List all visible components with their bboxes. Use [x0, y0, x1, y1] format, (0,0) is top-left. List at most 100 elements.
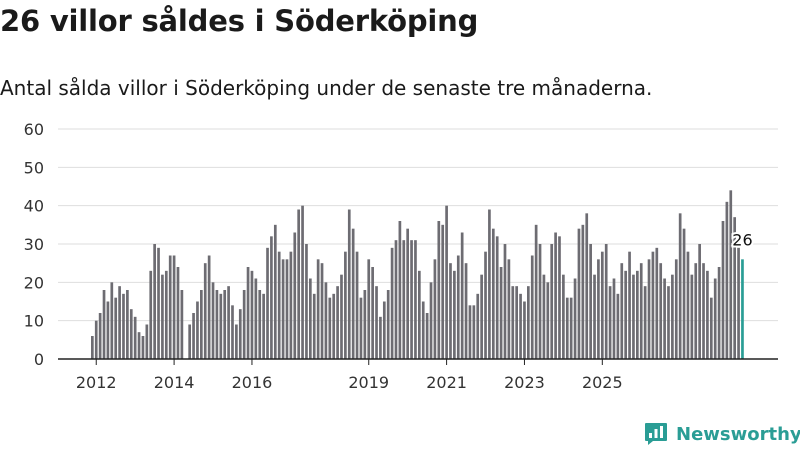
bar	[168, 255, 172, 359]
x-tick-label: 2025	[582, 373, 623, 392]
bar	[554, 232, 557, 359]
x-axis: 2012 2014 2016 2019 2021 2023 2025	[58, 358, 778, 392]
x-tick-label: 2012	[76, 373, 117, 392]
bar	[406, 228, 410, 359]
bar	[721, 221, 725, 359]
bar	[355, 251, 359, 359]
bar	[441, 224, 445, 359]
bar	[651, 251, 655, 359]
bar	[682, 228, 686, 359]
highlight-value-label: 26	[732, 230, 752, 249]
bar	[344, 251, 347, 359]
bar	[262, 293, 265, 359]
bar	[671, 274, 674, 359]
bar	[98, 313, 102, 359]
bar	[503, 244, 507, 359]
y-tick-label: 10	[24, 312, 44, 331]
bar	[235, 324, 238, 359]
bar	[632, 274, 635, 359]
bar	[558, 236, 561, 359]
bar	[523, 301, 526, 359]
bar	[418, 270, 421, 359]
bar	[713, 278, 717, 359]
bar	[546, 282, 550, 359]
bar	[145, 324, 149, 359]
bar	[110, 282, 114, 359]
bar	[141, 336, 145, 359]
brand-name: Newsworthy	[676, 423, 800, 445]
bar	[231, 305, 234, 359]
bar	[258, 290, 262, 359]
bar	[542, 274, 546, 359]
bar	[390, 247, 394, 359]
bar	[491, 228, 495, 359]
bar	[643, 286, 647, 359]
bar	[581, 224, 585, 359]
bar	[379, 316, 382, 359]
bar	[445, 205, 448, 359]
bar	[550, 244, 554, 359]
bar	[196, 301, 199, 359]
bar	[164, 270, 168, 359]
bar	[639, 263, 643, 359]
bar-highlight	[741, 259, 744, 359]
bar	[246, 267, 250, 359]
bar	[172, 255, 176, 359]
bar	[250, 270, 254, 359]
bar	[468, 305, 472, 359]
bar	[562, 274, 565, 359]
bar	[410, 240, 413, 359]
bar	[655, 247, 659, 359]
bar	[200, 290, 203, 359]
bar	[398, 221, 402, 359]
bar	[316, 259, 320, 359]
bar	[709, 297, 713, 359]
bar	[706, 270, 709, 359]
bar	[659, 263, 663, 359]
bar	[192, 313, 195, 359]
bar	[608, 286, 612, 359]
bar	[464, 263, 468, 359]
bar	[305, 244, 308, 359]
bar	[207, 255, 211, 359]
bar	[363, 290, 367, 359]
bar	[122, 293, 125, 359]
y-tick-label: 20	[24, 273, 44, 292]
bar	[449, 263, 452, 359]
bar	[180, 290, 184, 359]
bar	[118, 286, 121, 359]
y-tick-label: 40	[24, 197, 44, 216]
bar	[289, 251, 293, 359]
bar	[569, 297, 573, 359]
bar	[281, 259, 285, 359]
bar	[495, 236, 499, 359]
bar	[604, 244, 608, 359]
chart-subtitle: Antal sålda villor i Söderköping under d…	[0, 76, 653, 100]
bar	[273, 224, 277, 359]
bar	[433, 259, 437, 359]
bar	[106, 301, 110, 359]
bar	[530, 255, 534, 359]
bar	[429, 282, 433, 359]
bar	[320, 263, 324, 359]
bar	[686, 251, 690, 359]
bar	[157, 247, 160, 359]
bar	[519, 293, 522, 359]
bar	[328, 297, 332, 359]
bar	[678, 213, 682, 359]
bar	[94, 320, 98, 359]
bar	[437, 221, 441, 359]
bar	[137, 332, 141, 359]
bar	[324, 282, 328, 359]
bar	[312, 293, 316, 359]
bar	[211, 282, 215, 359]
bar	[636, 270, 639, 359]
bar	[460, 232, 464, 359]
bar	[421, 301, 425, 359]
bar	[126, 290, 129, 359]
bar	[129, 309, 133, 359]
bar	[161, 274, 164, 359]
bar	[663, 278, 666, 359]
bar	[301, 205, 304, 359]
bar	[647, 259, 651, 359]
